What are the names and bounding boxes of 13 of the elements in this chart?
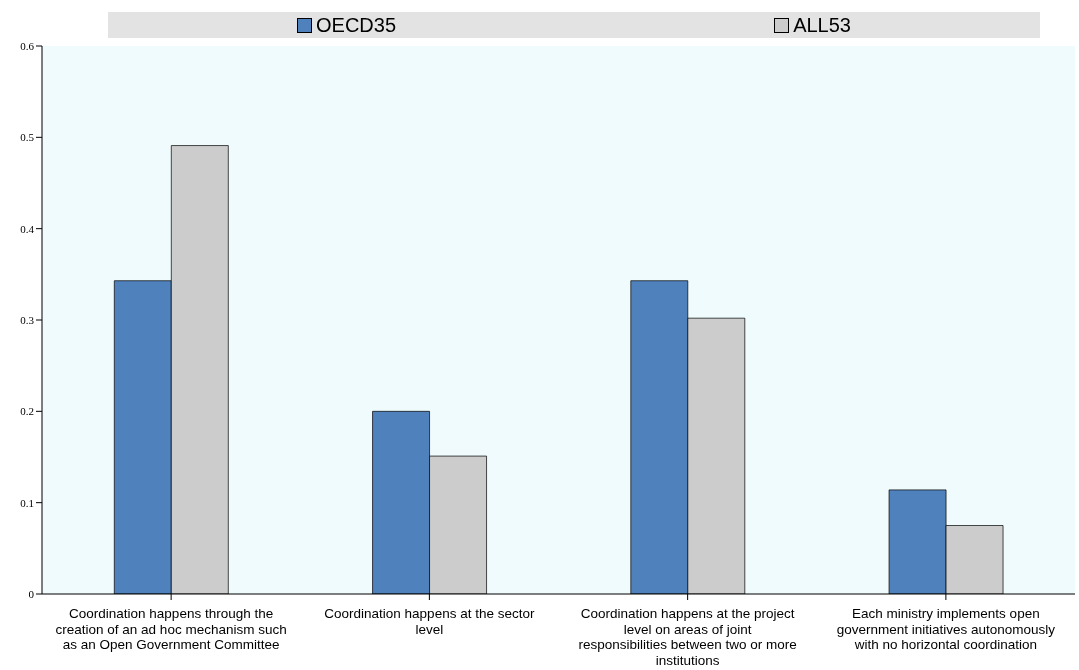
x-tick-label: Coordination happens at the project level on areas of joint responsibilities between two or more institutions — [578, 606, 797, 668]
y-tick-label: 0.5 — [20, 131, 35, 144]
y-tick-label: 0.3 — [20, 313, 35, 326]
legend-label: ALL53 — [792, 13, 851, 37]
y-tick-label: 0.2 — [20, 405, 34, 418]
y-tick-label: 0 — [28, 587, 35, 600]
y-tick-label: 0.1 — [20, 496, 34, 509]
y-tick-label: 0.4 — [20, 222, 35, 235]
legend-label: OECD35 — [315, 13, 397, 37]
x-tick-label: Coordination happens at the sector level — [324, 606, 535, 637]
x-tick-label: Each ministry implements open government initiatives autonomously with no horizontal coordination — [836, 606, 1056, 653]
y-tick-label: 0.6 — [20, 39, 35, 52]
x-tick-label: Coordination happens through the creation of an ad hoc mechanism such as an Open Government Committee — [55, 606, 287, 653]
